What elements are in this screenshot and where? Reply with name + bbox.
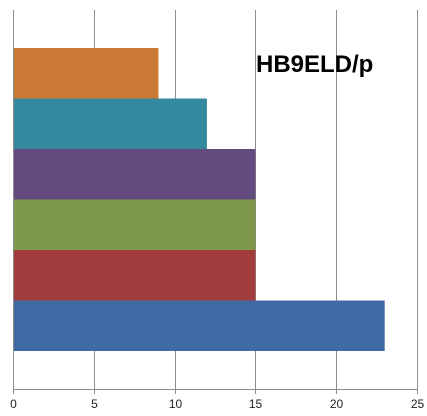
x-axis: 0 5 10 15 20 25 xyxy=(10,10,424,411)
x-tick-label-15: 15 xyxy=(249,397,263,411)
x-tick-label-0: 0 xyxy=(10,397,17,411)
chart-title: HB9ELD/p xyxy=(256,51,373,78)
bar-6 xyxy=(14,48,159,99)
bar-4 xyxy=(14,149,256,200)
bar-1 xyxy=(14,300,385,351)
x-tick-label-20: 20 xyxy=(330,397,344,411)
x-tick-label-25: 25 xyxy=(411,397,425,411)
bars xyxy=(14,48,385,351)
bar-2 xyxy=(14,250,256,301)
x-tick-label-10: 10 xyxy=(169,397,183,411)
x-tick-label-5: 5 xyxy=(91,397,98,411)
bar-5 xyxy=(14,98,207,149)
bar-3 xyxy=(14,199,256,250)
